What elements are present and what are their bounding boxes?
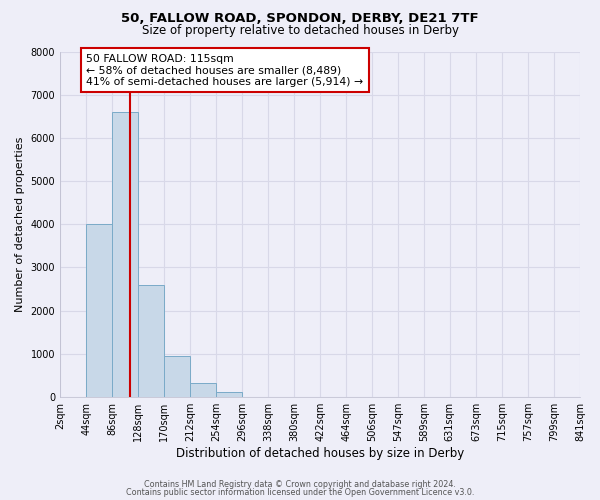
Bar bbox=[190, 383, 216, 397]
Text: 50, FALLOW ROAD, SPONDON, DERBY, DE21 7TF: 50, FALLOW ROAD, SPONDON, DERBY, DE21 7T… bbox=[121, 12, 479, 26]
Bar bbox=[112, 112, 138, 397]
Bar bbox=[216, 392, 242, 397]
X-axis label: Distribution of detached houses by size in Derby: Distribution of detached houses by size … bbox=[176, 447, 464, 460]
Bar bbox=[86, 224, 112, 397]
Bar bbox=[164, 356, 190, 397]
Text: Contains HM Land Registry data © Crown copyright and database right 2024.: Contains HM Land Registry data © Crown c… bbox=[144, 480, 456, 489]
Text: Size of property relative to detached houses in Derby: Size of property relative to detached ho… bbox=[142, 24, 458, 37]
Bar bbox=[138, 285, 164, 397]
Text: Contains public sector information licensed under the Open Government Licence v3: Contains public sector information licen… bbox=[126, 488, 474, 497]
Text: 50 FALLOW ROAD: 115sqm
← 58% of detached houses are smaller (8,489)
41% of semi-: 50 FALLOW ROAD: 115sqm ← 58% of detached… bbox=[86, 54, 363, 87]
Y-axis label: Number of detached properties: Number of detached properties bbox=[15, 136, 25, 312]
